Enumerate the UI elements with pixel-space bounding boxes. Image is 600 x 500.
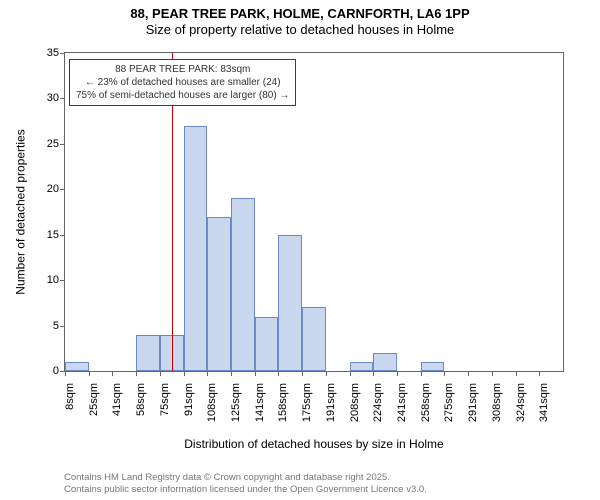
- histogram-bar: [136, 335, 160, 371]
- histogram-bar: [255, 317, 279, 372]
- x-tick-label: 241sqm: [396, 383, 408, 422]
- y-tick-label: 5: [19, 320, 65, 332]
- y-tick-mark: [60, 280, 65, 281]
- y-tick-label: 30: [19, 92, 65, 104]
- y-tick-mark: [60, 326, 65, 327]
- x-tick-label: 158sqm: [277, 383, 289, 422]
- x-tick-mark: [112, 371, 113, 376]
- x-axis-label: Distribution of detached houses by size …: [64, 437, 564, 451]
- y-tick-mark: [60, 53, 65, 54]
- x-tick-mark: [539, 371, 540, 376]
- x-tick-mark: [231, 371, 232, 376]
- x-tick-label: 25sqm: [88, 383, 100, 416]
- x-tick-mark: [350, 371, 351, 376]
- histogram-bar: [421, 362, 445, 371]
- attribution-line1: Contains HM Land Registry data © Crown c…: [64, 472, 427, 484]
- x-tick-mark: [65, 371, 66, 376]
- x-tick-label: 41sqm: [111, 383, 123, 416]
- chart-title-line2: Size of property relative to detached ho…: [0, 22, 600, 38]
- x-tick-label: 291sqm: [467, 383, 479, 422]
- x-tick-mark: [444, 371, 445, 376]
- x-tick-label: 224sqm: [372, 383, 384, 422]
- x-tick-mark: [207, 371, 208, 376]
- x-tick-mark: [302, 371, 303, 376]
- x-tick-label: 125sqm: [230, 383, 242, 422]
- x-tick-label: 58sqm: [135, 383, 147, 416]
- y-tick-mark: [60, 235, 65, 236]
- histogram-bar: [65, 362, 89, 371]
- x-tick-mark: [397, 371, 398, 376]
- x-tick-mark: [89, 371, 90, 376]
- chart-title-block: 88, PEAR TREE PARK, HOLME, CARNFORTH, LA…: [0, 0, 600, 39]
- x-tick-label: 275sqm: [443, 383, 455, 422]
- histogram-bar: [350, 362, 374, 371]
- x-tick-label: 141sqm: [254, 383, 266, 422]
- plot-area: 051015202530358sqm25sqm41sqm58sqm75sqm91…: [64, 52, 564, 372]
- annotation-line: ← 23% of detached houses are smaller (24…: [76, 76, 289, 89]
- x-tick-mark: [468, 371, 469, 376]
- x-tick-label: 324sqm: [515, 383, 527, 422]
- histogram-bar: [207, 217, 231, 371]
- annotation-line: 75% of semi-detached houses are larger (…: [76, 89, 289, 102]
- x-tick-label: 175sqm: [301, 383, 313, 422]
- x-tick-mark: [136, 371, 137, 376]
- x-tick-mark: [373, 371, 374, 376]
- y-axis-label: Number of detached properties: [14, 129, 28, 294]
- histogram-bar: [278, 235, 302, 371]
- attribution-block: Contains HM Land Registry data © Crown c…: [64, 472, 427, 496]
- annotation-box: 88 PEAR TREE PARK: 83sqm← 23% of detache…: [69, 59, 296, 106]
- x-tick-mark: [160, 371, 161, 376]
- x-tick-mark: [255, 371, 256, 376]
- chart-title-line1: 88, PEAR TREE PARK, HOLME, CARNFORTH, LA…: [0, 6, 600, 22]
- x-tick-mark: [278, 371, 279, 376]
- annotation-line: 88 PEAR TREE PARK: 83sqm: [76, 63, 289, 76]
- histogram-bar: [373, 353, 397, 371]
- x-tick-label: 108sqm: [206, 383, 218, 422]
- x-tick-label: 91sqm: [183, 383, 195, 416]
- y-tick-label: 25: [19, 138, 65, 150]
- x-tick-label: 75sqm: [159, 383, 171, 416]
- x-tick-label: 208sqm: [349, 383, 361, 422]
- x-tick-label: 8sqm: [64, 383, 76, 410]
- x-tick-mark: [326, 371, 327, 376]
- x-tick-mark: [516, 371, 517, 376]
- histogram-bar: [231, 198, 255, 371]
- x-tick-mark: [421, 371, 422, 376]
- x-tick-mark: [184, 371, 185, 376]
- x-tick-label: 191sqm: [325, 383, 337, 422]
- x-tick-label: 258sqm: [420, 383, 432, 422]
- x-tick-mark: [492, 371, 493, 376]
- y-tick-label: 0: [19, 365, 65, 377]
- x-tick-label: 308sqm: [491, 383, 503, 422]
- y-tick-label: 20: [19, 183, 65, 195]
- y-tick-mark: [60, 189, 65, 190]
- y-tick-label: 10: [19, 274, 65, 286]
- y-tick-mark: [60, 98, 65, 99]
- y-tick-mark: [60, 144, 65, 145]
- histogram-bar: [184, 126, 208, 371]
- histogram-bar: [302, 307, 326, 371]
- x-tick-label: 341sqm: [538, 383, 550, 422]
- y-tick-label: 35: [19, 47, 65, 59]
- chart-container: Number of detached properties 0510152025…: [0, 42, 600, 442]
- attribution-line2: Contains public sector information licen…: [64, 484, 427, 496]
- y-tick-label: 15: [19, 229, 65, 241]
